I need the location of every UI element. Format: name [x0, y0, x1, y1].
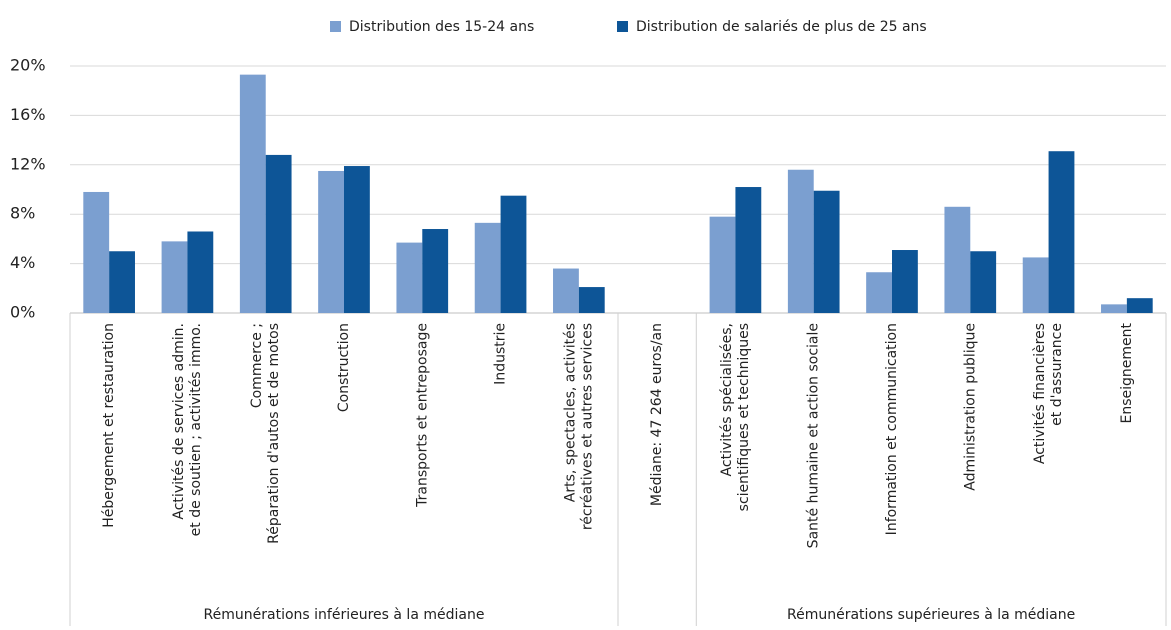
bar	[318, 170, 344, 313]
bar	[944, 206, 971, 313]
x-tick-label: Enseignement	[1119, 323, 1135, 424]
bar	[83, 191, 110, 313]
x-tick-label: Arts, spectacles, activitésrécréatives e…	[562, 323, 595, 530]
legend-label: Distribution de salariés de plus de 25 a…	[636, 19, 927, 35]
x-tick-label: Transports et entreposage	[414, 323, 430, 508]
x-tick-label: Médiane: 47 264 euros/an	[649, 323, 665, 506]
x-tick-label: Construction	[336, 323, 352, 412]
bar	[239, 74, 266, 314]
bar	[265, 154, 292, 313]
x-tick-label: Activités spécialisées,scientifiques et …	[719, 323, 752, 511]
x-tick-label: Santé humaine et action sociale	[806, 323, 822, 548]
bar	[474, 222, 501, 313]
bar	[970, 251, 997, 313]
x-tick-label: Industrie	[493, 323, 509, 385]
bar	[709, 216, 736, 313]
bar	[866, 272, 892, 313]
bar	[187, 231, 214, 313]
group-label: Rémunérations supérieures à la médiane	[787, 607, 1075, 623]
bar	[422, 229, 449, 313]
y-tick-label: 8%	[10, 204, 35, 223]
bar	[553, 268, 579, 313]
x-tick-label: Commerce ;Réparation d'autos et de motos	[249, 323, 282, 544]
group-label: Rémunérations inférieures à la médiane	[204, 607, 485, 623]
bar	[1101, 304, 1127, 313]
x-tick-label: Administration publique	[962, 323, 978, 491]
bar	[1126, 298, 1153, 313]
bar	[161, 241, 188, 313]
bar	[787, 169, 814, 313]
bar	[344, 166, 370, 313]
legend-swatch	[617, 21, 628, 32]
bar	[500, 195, 527, 313]
y-tick-label: 0%	[10, 303, 35, 322]
x-tick-label: Activités de services admin.et de soutie…	[171, 323, 204, 536]
bar	[735, 187, 762, 313]
legend-label: Distribution des 15-24 ans	[349, 19, 534, 35]
y-tick-label: 4%	[10, 253, 35, 272]
bar	[396, 242, 423, 313]
x-tick-label: Activités financièreset d'assurance	[1032, 323, 1065, 464]
x-tick-label: Information et communication	[884, 323, 900, 535]
x-tick-label: Hébergement et restauration	[101, 323, 117, 528]
y-tick-label: 16%	[10, 105, 46, 124]
bar	[813, 190, 840, 313]
bar	[892, 250, 918, 313]
bar	[109, 251, 135, 313]
bar	[1048, 151, 1075, 313]
y-tick-label: 20%	[10, 56, 46, 75]
y-tick-label: 12%	[10, 154, 46, 173]
bar	[578, 287, 605, 313]
legend-swatch	[330, 21, 341, 32]
bar	[1022, 257, 1049, 313]
